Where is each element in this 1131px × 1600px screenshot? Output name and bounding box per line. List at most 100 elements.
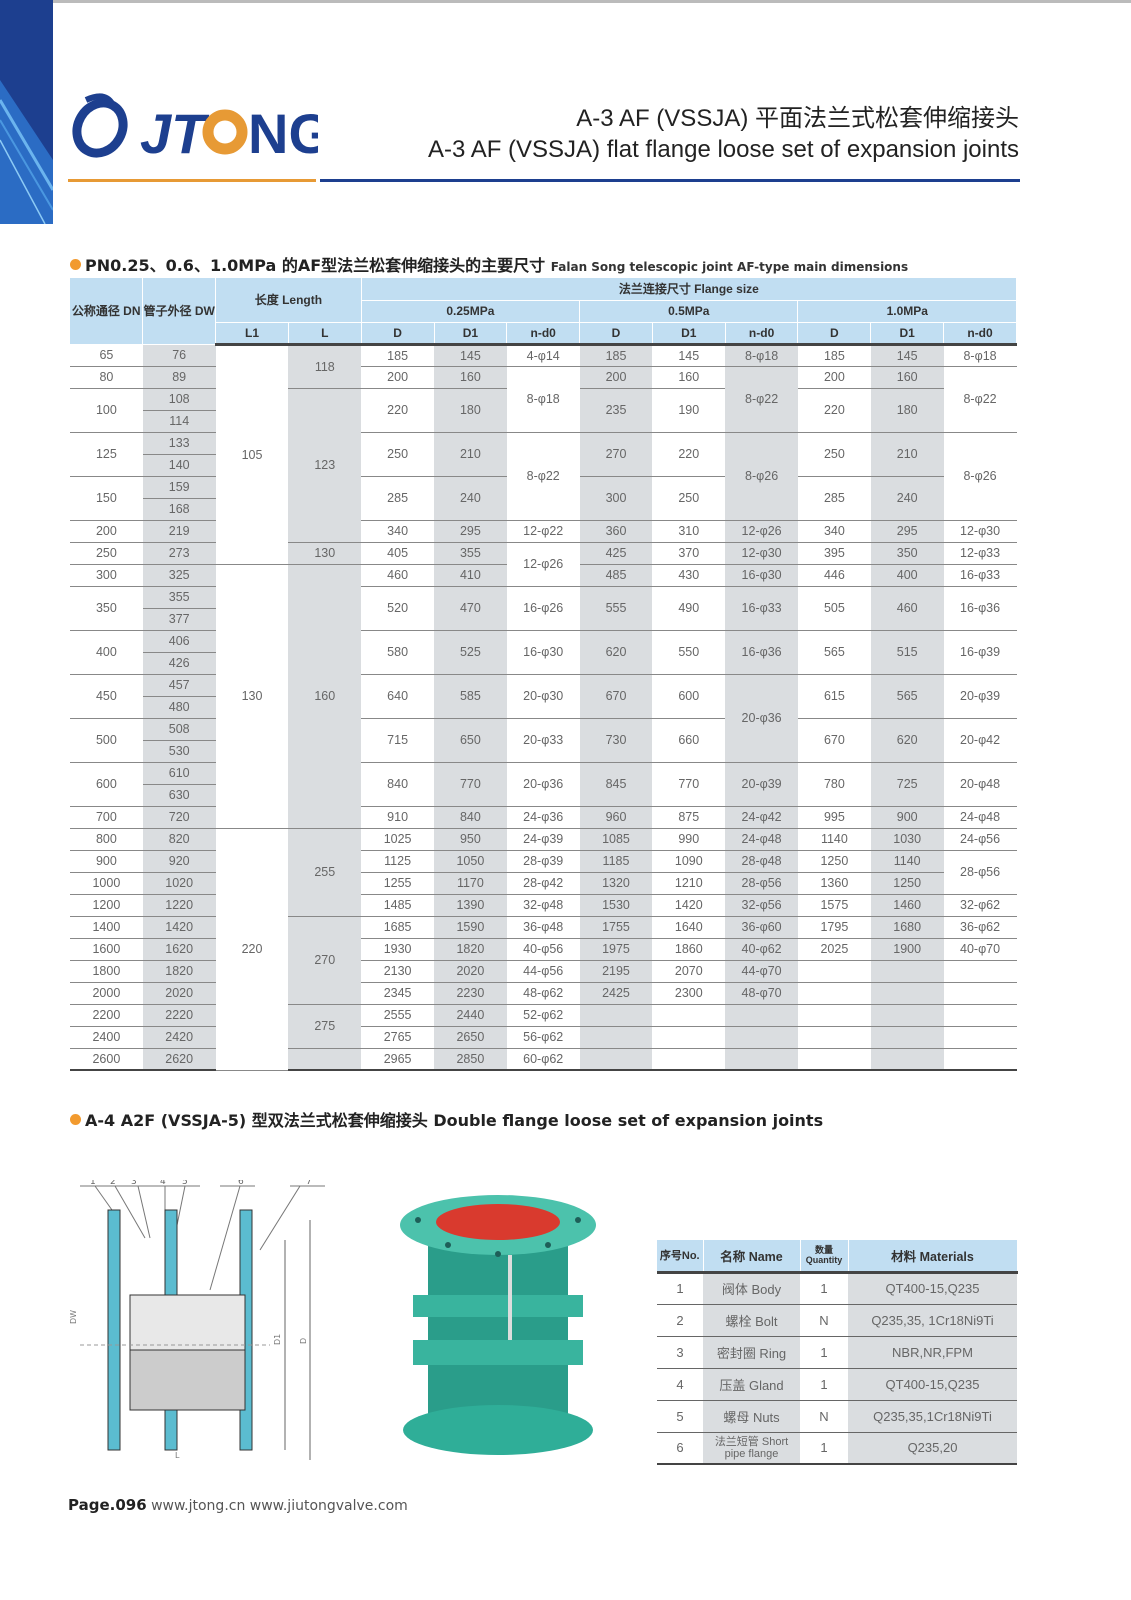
- parts-row: 5 螺母 Nuts N Q235,35,1Cr18Ni9Ti: [657, 1400, 1017, 1433]
- table-cell: 800: [70, 828, 143, 851]
- table-cell: 24-φ48: [725, 828, 798, 851]
- table-row: 1000 1020 1255 1170 28-φ42 1320 1210 28-φ56 1360…: [70, 872, 1017, 895]
- table-cell: 32-φ62: [943, 894, 1017, 917]
- table-cell: 2425: [579, 982, 653, 1005]
- table-cell: 995: [797, 806, 871, 829]
- table-cell: 130: [215, 564, 289, 829]
- table-cell: 185: [797, 344, 871, 367]
- table-cell: 185: [361, 344, 434, 367]
- table-row: 2000 2020 2345 2230 48-φ62 2425 2300 48-φ70: [70, 982, 1017, 1005]
- parts-row: 2 螺栓 Bolt N Q235,35, 1Cr18Ni9Ti: [657, 1304, 1017, 1337]
- table-cell: 525: [434, 630, 507, 675]
- table-cell: 515: [870, 630, 944, 675]
- table-cell: 89: [142, 366, 216, 389]
- top-border: [0, 0, 1131, 3]
- parts-cell: 1: [800, 1432, 848, 1465]
- table-cell: 180: [870, 388, 944, 433]
- parts-cell: 压盖 Gland: [703, 1368, 800, 1401]
- header-length: 长度 Length: [215, 278, 362, 323]
- table-cell: 360: [579, 520, 653, 543]
- section1-subtitle: Falan Song telescopic joint AF-type main…: [550, 260, 909, 274]
- table-cell: 123: [288, 388, 362, 543]
- table-cell: 100: [70, 388, 143, 433]
- table-row: 426: [70, 652, 1017, 675]
- website-links[interactable]: www.jtong.cn www.jiutongvalve.com: [151, 1498, 408, 1514]
- table-row: 1200 1220 1485 1390 32-φ48 1530 1420 32-φ56 1575…: [70, 894, 1017, 917]
- table-cell: 460: [361, 564, 434, 587]
- table-cell: 1575: [797, 894, 871, 917]
- header-pressure: 0.5MPa: [579, 300, 799, 323]
- section1-title: PN0.25、0.6、1.0MPa 的AF型法兰松套伸缩接头的主要尺寸: [85, 256, 546, 275]
- table-cell: 580: [361, 630, 434, 675]
- table-cell: 610: [142, 762, 216, 785]
- parts-row: 6 法兰短管 Short pipe flange 1 Q235,20: [657, 1432, 1017, 1465]
- table-cell: 377: [142, 608, 216, 631]
- table-cell: 650: [434, 718, 507, 763]
- table-cell: 65: [70, 344, 143, 367]
- table-cell: 875: [652, 806, 726, 829]
- table-cell: 730: [579, 718, 653, 763]
- part-label: 6: [238, 1180, 244, 1187]
- table-cell: 900: [70, 850, 143, 873]
- table-cell: 400: [70, 630, 143, 675]
- table-cell: 2195: [579, 960, 653, 983]
- table-cell: 36-φ62: [943, 916, 1017, 939]
- table-cell: 660: [652, 718, 726, 763]
- table-cell: 780: [797, 762, 871, 807]
- table-cell: 350: [870, 542, 944, 565]
- table-cell: 1255: [361, 872, 434, 895]
- table-cell: 426: [142, 652, 216, 675]
- table-cell: 28-φ48: [725, 850, 798, 873]
- table-cell: 530: [142, 740, 216, 763]
- table-cell: 400: [870, 564, 944, 587]
- parts-cell: 1: [800, 1336, 848, 1369]
- svg-text:JT: JT: [140, 102, 210, 165]
- table-cell: 300: [70, 564, 143, 587]
- table-cell: 8-φ22: [725, 366, 798, 433]
- part-label: 7: [306, 1180, 312, 1187]
- part-label: 5: [182, 1180, 188, 1187]
- table-cell: 52-φ62: [506, 1004, 580, 1027]
- parts-row: 3 密封圈 Ring 1 NBR,NR,FPM: [657, 1336, 1017, 1369]
- header-name: 名称 Name: [703, 1240, 801, 1274]
- table-cell: 1220: [142, 894, 216, 917]
- table-cell: 8-φ26: [943, 432, 1017, 521]
- table-cell: 310: [652, 520, 726, 543]
- table-cell: 295: [434, 520, 507, 543]
- parts-cell: 1: [800, 1368, 848, 1401]
- table-cell: 125: [70, 432, 143, 477]
- table-cell: 2025: [797, 938, 871, 961]
- table-cell: 395: [797, 542, 871, 565]
- parts-cell: QT400-15,Q235: [848, 1272, 1017, 1305]
- table-cell: 670: [797, 718, 871, 763]
- table-row: 1800 1820 2130 2020 44-φ56 2195 2070 44-φ70: [70, 960, 1017, 983]
- table-row: 300 325 130 160 460 410 485 430 16-φ30 446 400 16-φ…: [70, 564, 1017, 829]
- table-cell: 1820: [142, 960, 216, 983]
- table-cell: 2650: [434, 1026, 507, 1049]
- parts-cell: NBR,NR,FPM: [848, 1336, 1017, 1369]
- table-cell: 2555: [361, 1004, 434, 1027]
- dimensions-table: 公称通径 DN 管子外径 DW 长度 Length 法兰连接尺寸 Flange …: [70, 278, 1018, 1071]
- table-row: 2600 2620 2965 2850 60-φ62: [70, 1048, 1017, 1071]
- table-cell: 1420: [142, 916, 216, 939]
- table-cell: [870, 1026, 944, 1049]
- table-cell: [797, 1004, 871, 1027]
- parts-cell: 螺母 Nuts: [703, 1400, 800, 1433]
- table-row: 200 219 340 295 12-φ22 360 310 12-φ26 340 295 12-φ…: [70, 520, 1017, 543]
- header-n-d0: n-d0: [506, 322, 581, 346]
- table-cell: 150: [70, 476, 143, 521]
- table-cell: 920: [142, 850, 216, 873]
- table-cell: 820: [142, 828, 216, 851]
- table-cell: 220: [361, 388, 434, 433]
- table-cell: 80: [70, 366, 143, 389]
- table-row: 1400 1420 270 1685 1590 36-φ48 1755 1640 36-φ60 1…: [70, 916, 1017, 1005]
- table-cell: 219: [142, 520, 216, 543]
- table-cell: 28-φ56: [725, 872, 798, 895]
- table-cell: 36-φ48: [506, 916, 580, 939]
- table-cell: 430: [652, 564, 726, 587]
- header-d: D: [797, 322, 872, 346]
- table-cell: 1640: [652, 916, 726, 939]
- table-cell: 640: [361, 674, 434, 719]
- table-cell: 508: [142, 718, 216, 741]
- table-cell: 285: [797, 476, 871, 521]
